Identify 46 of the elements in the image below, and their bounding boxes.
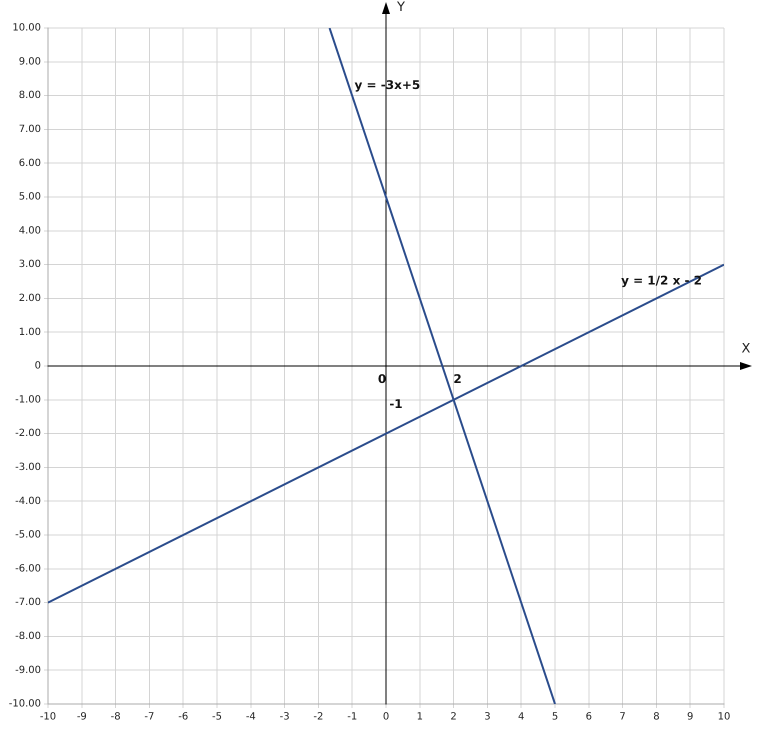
y-tick-label: -7.00 (15, 597, 41, 608)
x-tick-label: -6 (178, 712, 188, 723)
x-tick-label: -4 (246, 712, 256, 723)
x-tick-label: 5 (552, 712, 558, 723)
y-tick-label: 2.00 (18, 292, 41, 304)
y-tick-label: -6.00 (15, 563, 41, 574)
y-tick-label: 5.00 (18, 192, 41, 203)
y-tick-label: -3.00 (15, 462, 41, 473)
y-tick-label: -10.00 (8, 698, 41, 710)
y-tick-label: -4.00 (15, 496, 41, 507)
y-tick-label: 7.00 (18, 124, 41, 135)
annotation: 2 (453, 372, 462, 386)
y-tick-label: 8.00 (18, 90, 41, 102)
y-tick-label: 3.00 (18, 259, 41, 270)
x-tick-label: 3 (484, 712, 491, 723)
x-tick-label: 1 (416, 712, 423, 723)
x-tick-label: -5 (212, 712, 222, 723)
x-tick-label: 4 (518, 712, 524, 723)
y-tick-label: -1.00 (15, 394, 41, 406)
y-tick-label: 9.00 (18, 56, 41, 68)
x-tick-label: 7 (619, 712, 626, 723)
x-tick-label: -1 (347, 712, 358, 723)
y-axis-title: Y (396, 0, 405, 15)
y-tick-label: 6.00 (18, 158, 41, 169)
y-tick-label: -8.00 (15, 630, 41, 642)
y-tick-label: 0 (34, 360, 41, 372)
x-tick-label: 8 (653, 712, 660, 723)
y-tick-label: -5.00 (15, 530, 41, 541)
x-axis-title: X (742, 341, 751, 356)
y-tick-label: 4.00 (18, 225, 41, 236)
y-tick-label: 10.00 (12, 22, 41, 34)
x-tick-label: 10 (718, 712, 730, 723)
annotation: -1 (389, 396, 403, 411)
x-tick-label: 2 (450, 712, 457, 723)
x-tick-label: 6 (586, 712, 592, 723)
x-tick-label: 9 (687, 712, 694, 723)
x-tick-label: 0 (382, 712, 390, 723)
x-tick-label: -8 (110, 712, 121, 723)
x-tick-label: -2 (313, 712, 324, 723)
x-tick-label: -9 (76, 712, 87, 723)
y-tick-label: -2.00 (15, 428, 41, 440)
x-tick-label: -10 (40, 712, 56, 723)
y-tick-label: 1.00 (18, 326, 41, 338)
x-tick-label: -3 (280, 712, 290, 723)
x-tick-label: -7 (144, 712, 154, 723)
y-tick-label: -9.00 (15, 664, 41, 676)
